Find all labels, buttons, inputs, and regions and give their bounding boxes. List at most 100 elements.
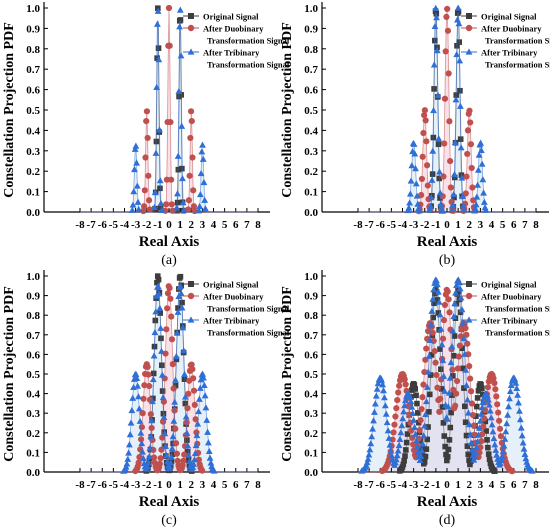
data-point bbox=[366, 446, 374, 453]
data-point bbox=[479, 176, 487, 183]
data-point bbox=[433, 46, 441, 54]
data-point bbox=[412, 386, 419, 392]
data-point bbox=[503, 419, 511, 427]
y-tick-label: 0.5 bbox=[26, 105, 40, 117]
data-point bbox=[175, 87, 183, 95]
data-point bbox=[467, 119, 474, 126]
data-point bbox=[154, 273, 161, 279]
data-point bbox=[155, 276, 162, 283]
data-point bbox=[485, 401, 493, 408]
x-tick-label: 1 bbox=[455, 219, 461, 231]
legend-label: After Duobinary bbox=[481, 292, 542, 302]
data-point bbox=[374, 380, 382, 387]
x-axis-title: Real Axis bbox=[417, 494, 478, 510]
data-point bbox=[168, 444, 176, 452]
data-point bbox=[430, 106, 437, 114]
data-point bbox=[449, 327, 457, 334]
data-point bbox=[439, 356, 447, 364]
data-point bbox=[412, 430, 419, 437]
data-point bbox=[363, 458, 371, 466]
x-tick-label: -7 bbox=[87, 219, 97, 231]
data-point bbox=[516, 407, 523, 414]
legend-label: Original Signal bbox=[203, 12, 259, 22]
data-point bbox=[457, 309, 464, 316]
data-point bbox=[463, 381, 470, 389]
data-point bbox=[181, 370, 188, 378]
data-point bbox=[436, 189, 444, 196]
data-point bbox=[195, 395, 203, 402]
data-point bbox=[484, 384, 491, 391]
y-tick-label: 1.0 bbox=[26, 3, 40, 15]
y-tick-label: 0.7 bbox=[26, 64, 40, 76]
x-tick-label: 5 bbox=[222, 219, 228, 231]
y-tick-label: 0.4 bbox=[26, 389, 40, 401]
x-tick-label: 8 bbox=[533, 219, 539, 231]
data-point bbox=[167, 453, 175, 460]
data-point bbox=[462, 190, 469, 197]
data-point bbox=[484, 392, 491, 399]
data-point bbox=[135, 405, 143, 412]
x-tick-label: 7 bbox=[522, 219, 528, 231]
data-point bbox=[199, 155, 207, 162]
data-point bbox=[445, 446, 452, 453]
data-point bbox=[430, 61, 438, 68]
data-point bbox=[163, 176, 170, 183]
data-point bbox=[413, 392, 419, 399]
data-point bbox=[138, 439, 146, 447]
data-point bbox=[199, 141, 206, 148]
data-point bbox=[435, 135, 443, 142]
data-point bbox=[485, 444, 491, 451]
data-point bbox=[437, 325, 445, 332]
data-point bbox=[371, 400, 379, 407]
data-point bbox=[479, 398, 487, 405]
data-point bbox=[424, 162, 431, 169]
data-point bbox=[431, 348, 438, 355]
data-point bbox=[447, 184, 454, 191]
data-point bbox=[464, 409, 472, 416]
x-tick-label: 7 bbox=[244, 219, 250, 231]
data-point bbox=[185, 206, 192, 213]
data-point bbox=[382, 410, 390, 417]
data-point bbox=[154, 7, 162, 14]
x-tick-label: 5 bbox=[500, 479, 506, 491]
data-point bbox=[424, 327, 432, 335]
data-point bbox=[155, 55, 163, 63]
data-point bbox=[477, 410, 485, 417]
data-point bbox=[383, 418, 391, 426]
data-point bbox=[145, 197, 153, 204]
data-point bbox=[492, 446, 500, 453]
data-point bbox=[176, 6, 184, 13]
data-point bbox=[454, 4, 462, 11]
data-point bbox=[416, 427, 423, 434]
data-point bbox=[166, 42, 173, 49]
data-point bbox=[520, 445, 528, 452]
data-point bbox=[195, 456, 202, 463]
data-point bbox=[471, 453, 479, 460]
data-point bbox=[410, 416, 418, 423]
data-point bbox=[388, 452, 396, 459]
x-tick-label: -1 bbox=[431, 479, 440, 491]
data-point bbox=[127, 419, 135, 426]
data-point bbox=[396, 382, 403, 389]
data-point bbox=[480, 198, 488, 205]
data-point bbox=[392, 459, 399, 466]
chart-panel-3: 0.00.10.20.30.40.50.60.70.80.91.0-8 -7 -6-… bbox=[2, 270, 290, 528]
data-point bbox=[147, 432, 155, 439]
data-point bbox=[164, 290, 172, 297]
data-point bbox=[172, 440, 180, 447]
data-point bbox=[457, 294, 465, 301]
data-point bbox=[172, 352, 180, 360]
x-tick-label: 4 bbox=[211, 219, 217, 231]
data-point bbox=[200, 381, 208, 388]
data-point bbox=[368, 433, 376, 440]
y-tick-label: 0.2 bbox=[26, 166, 40, 178]
data-point bbox=[177, 52, 185, 59]
data-point bbox=[448, 409, 454, 416]
data-point bbox=[411, 382, 418, 388]
data-point bbox=[422, 453, 429, 460]
data-point bbox=[462, 403, 468, 410]
data-point bbox=[187, 134, 194, 142]
data-point bbox=[148, 424, 155, 432]
x-tick-label: -5 bbox=[387, 479, 397, 491]
data-point bbox=[496, 417, 503, 424]
